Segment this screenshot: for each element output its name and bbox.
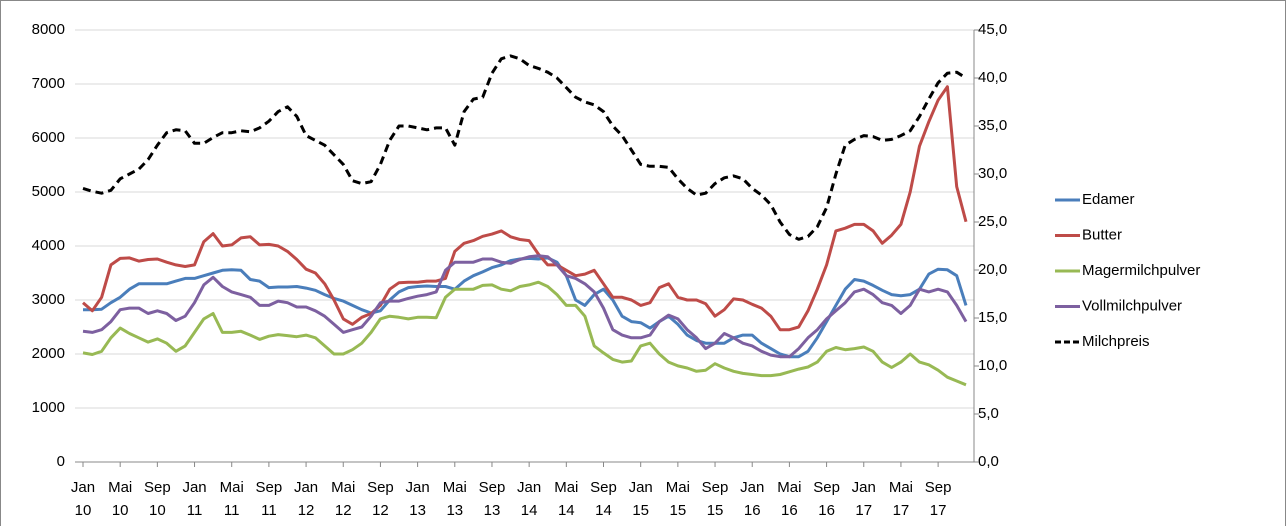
y2-tick-label: 20,0 bbox=[978, 261, 1007, 278]
legend-label: Vollmilchpulver bbox=[1082, 297, 1182, 314]
y2-tick-label: 25,0 bbox=[978, 213, 1007, 230]
x-tick-label: Sep 13 bbox=[478, 479, 506, 519]
x-tick-label: Jan 16 bbox=[740, 479, 765, 519]
x-tick-label: Jan 15 bbox=[628, 479, 653, 519]
legend-label: Magermilchpulver bbox=[1082, 262, 1200, 279]
y2-tick-label: 5,0 bbox=[978, 405, 999, 422]
x-tick-label: Mai 10 bbox=[108, 479, 133, 519]
x-tick-label: Jan 10 bbox=[70, 479, 96, 519]
y-tick-label: 5000 bbox=[32, 183, 65, 200]
y2-tick-label: 15,0 bbox=[978, 309, 1007, 326]
y-tick-label: 8000 bbox=[32, 21, 65, 38]
y-tick-label: 7000 bbox=[32, 75, 65, 92]
y2-tick-label: 30,0 bbox=[978, 165, 1007, 182]
y2-tick-label: 45,0 bbox=[978, 21, 1007, 38]
data-line bbox=[82, 85, 968, 332]
legend-label: Butter bbox=[1082, 226, 1122, 243]
y-tick-label: 6000 bbox=[32, 129, 65, 146]
legend-label: Edamer bbox=[1082, 191, 1135, 208]
y2-tick-label: 35,0 bbox=[978, 117, 1007, 134]
x-tick-label: Sep 10 bbox=[143, 479, 171, 519]
y2-tick-label: 10,0 bbox=[978, 357, 1007, 374]
x-tick-label: Mai 16 bbox=[777, 479, 802, 519]
x-tick-label: Jan 13 bbox=[405, 479, 430, 519]
x-tick-label: Sep 17 bbox=[924, 479, 952, 519]
x-tick-label: Sep 12 bbox=[367, 479, 394, 519]
legend-label: Milchpreis bbox=[1082, 333, 1150, 350]
x-tick-label: Sep 15 bbox=[701, 479, 729, 519]
y-tick-label: 1000 bbox=[32, 399, 65, 416]
y2-tick-label: 0,0 bbox=[978, 453, 999, 470]
y-tick-label: 3000 bbox=[32, 291, 65, 308]
x-tick-label: Jan 12 bbox=[293, 479, 319, 519]
x-tick-label: Mai 15 bbox=[665, 479, 690, 519]
y-tick-label: 0 bbox=[57, 453, 65, 470]
x-tick-label: Jan 17 bbox=[851, 479, 876, 519]
x-tick-label: Mai 17 bbox=[888, 479, 913, 519]
x-tick-label: Sep 16 bbox=[813, 479, 840, 519]
data-line bbox=[82, 54, 967, 241]
data-line bbox=[82, 254, 968, 359]
x-tick-label: Jan 11 bbox=[182, 479, 207, 519]
y-tick-label: 2000 bbox=[32, 345, 65, 362]
y-tick-label: 4000 bbox=[32, 237, 65, 254]
data-line bbox=[83, 256, 968, 359]
x-tick-label: Mai 12 bbox=[331, 479, 356, 519]
x-tick-label: Sep 14 bbox=[590, 479, 617, 519]
x-tick-label: Mai 13 bbox=[442, 479, 467, 519]
y2-tick-label: 40,0 bbox=[978, 69, 1007, 86]
data-line bbox=[82, 280, 967, 387]
x-tick-label: Mai 14 bbox=[554, 479, 579, 519]
x-tick-label: Sep 11 bbox=[255, 479, 283, 519]
x-tick-label: Jan 14 bbox=[517, 479, 542, 519]
x-tick-label: Mai 11 bbox=[219, 479, 244, 519]
